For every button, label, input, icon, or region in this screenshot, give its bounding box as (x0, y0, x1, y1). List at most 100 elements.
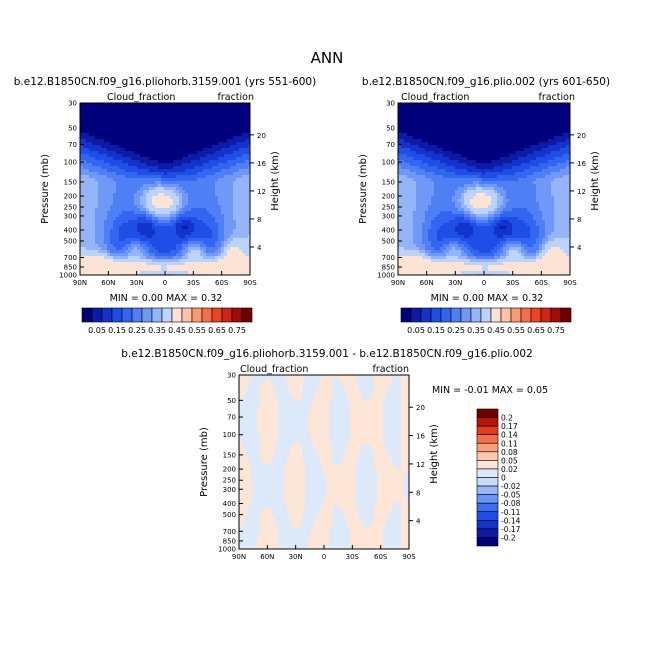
contour-cell (233, 250, 237, 254)
contour-cell (89, 172, 93, 176)
contour-cell (227, 208, 231, 212)
contour-cell (170, 196, 174, 200)
contour-cell (242, 115, 246, 119)
contour-cell (116, 118, 120, 122)
contour-cell (167, 196, 171, 200)
contour-cell (416, 127, 420, 131)
contour-cell (200, 259, 204, 263)
contour-cell (155, 133, 159, 137)
contour-cell (164, 136, 168, 140)
contour-cell (203, 247, 207, 251)
contour-cell (512, 106, 516, 110)
contour-cell (518, 133, 522, 137)
contour-cell (158, 103, 162, 107)
contour-cell (206, 151, 210, 155)
contour-cell (242, 226, 246, 230)
contour-cell (131, 175, 135, 179)
contour-cell (116, 109, 120, 113)
contour-cell (449, 133, 453, 137)
contour-cell (428, 130, 432, 134)
contour-cell (155, 160, 159, 164)
contour-cell (146, 214, 150, 218)
contour-cell (497, 178, 501, 182)
contour-cell (116, 184, 120, 188)
contour-cell (140, 226, 144, 230)
contour-cell (185, 133, 189, 137)
contour-cell (152, 127, 156, 131)
contour-cell (158, 136, 162, 140)
contour-cell (203, 148, 207, 152)
contour-cell (182, 199, 186, 203)
contour-cell (410, 121, 414, 125)
contour-cell (206, 253, 210, 257)
contour-cell (113, 118, 117, 122)
contour-cell (185, 136, 189, 140)
contour-cell (215, 178, 219, 182)
contour-cell (104, 229, 108, 233)
contour-cell (95, 262, 99, 266)
contour-cell (107, 265, 111, 269)
contour-cell (476, 136, 480, 140)
contour-cell (554, 106, 558, 110)
contour-cell (227, 262, 231, 266)
contour-cell (86, 256, 90, 260)
contour-cell (161, 157, 165, 161)
contour-cell (230, 247, 234, 251)
contour-cell (89, 175, 93, 179)
contour-cell (437, 145, 441, 149)
contour-cell (119, 115, 123, 119)
contour-cell (248, 211, 251, 215)
contour-cell (101, 151, 105, 155)
contour-cell (527, 172, 531, 176)
contour-cell (236, 217, 240, 221)
contour-cell (116, 175, 120, 179)
contour-cell (434, 121, 438, 125)
contour-cell (557, 133, 561, 137)
contour-cell (236, 112, 240, 116)
contour-cell (212, 136, 216, 140)
contour-cell (548, 154, 552, 158)
contour-cell (503, 148, 507, 152)
contour-cell (446, 154, 450, 158)
contour-cell (416, 157, 420, 161)
contour-cell (449, 142, 453, 146)
contour-cell (230, 262, 234, 266)
contour-cell (182, 226, 186, 230)
contour-cell (110, 154, 114, 158)
contour-cell (245, 172, 249, 176)
contour-cell (536, 169, 540, 173)
contour-cell (458, 166, 462, 170)
contour-cell (440, 169, 444, 173)
contour-cell (233, 220, 237, 224)
contour-cell (206, 259, 210, 263)
contour-cell (482, 166, 486, 170)
contour-cell (482, 175, 486, 179)
contour-cell (233, 253, 237, 257)
contour-cell (239, 205, 243, 209)
contour-cell (131, 232, 135, 236)
contour-cell (428, 169, 432, 173)
contour-cell (464, 145, 468, 149)
contour-cell (548, 148, 552, 152)
contour-cell (104, 256, 108, 260)
contour-cell (479, 181, 483, 185)
contour-cell (437, 112, 441, 116)
contour-cell (479, 124, 483, 128)
contour-cell (479, 142, 483, 146)
contour-cell (191, 166, 195, 170)
contour-cell (104, 187, 108, 191)
contour-cell (437, 151, 441, 155)
contour-cell (155, 229, 159, 233)
contour-cell (155, 220, 159, 224)
contour-cell (545, 163, 549, 167)
contour-cell (500, 175, 504, 179)
contour-cell (185, 262, 189, 266)
contour-cell (443, 136, 447, 140)
contour-cell (506, 154, 510, 158)
contour-cell (248, 178, 251, 182)
contour-cell (512, 103, 516, 107)
contour-cell (146, 118, 150, 122)
contour-cell (404, 157, 408, 161)
contour-cell (470, 115, 474, 119)
contour-cell (404, 151, 408, 155)
